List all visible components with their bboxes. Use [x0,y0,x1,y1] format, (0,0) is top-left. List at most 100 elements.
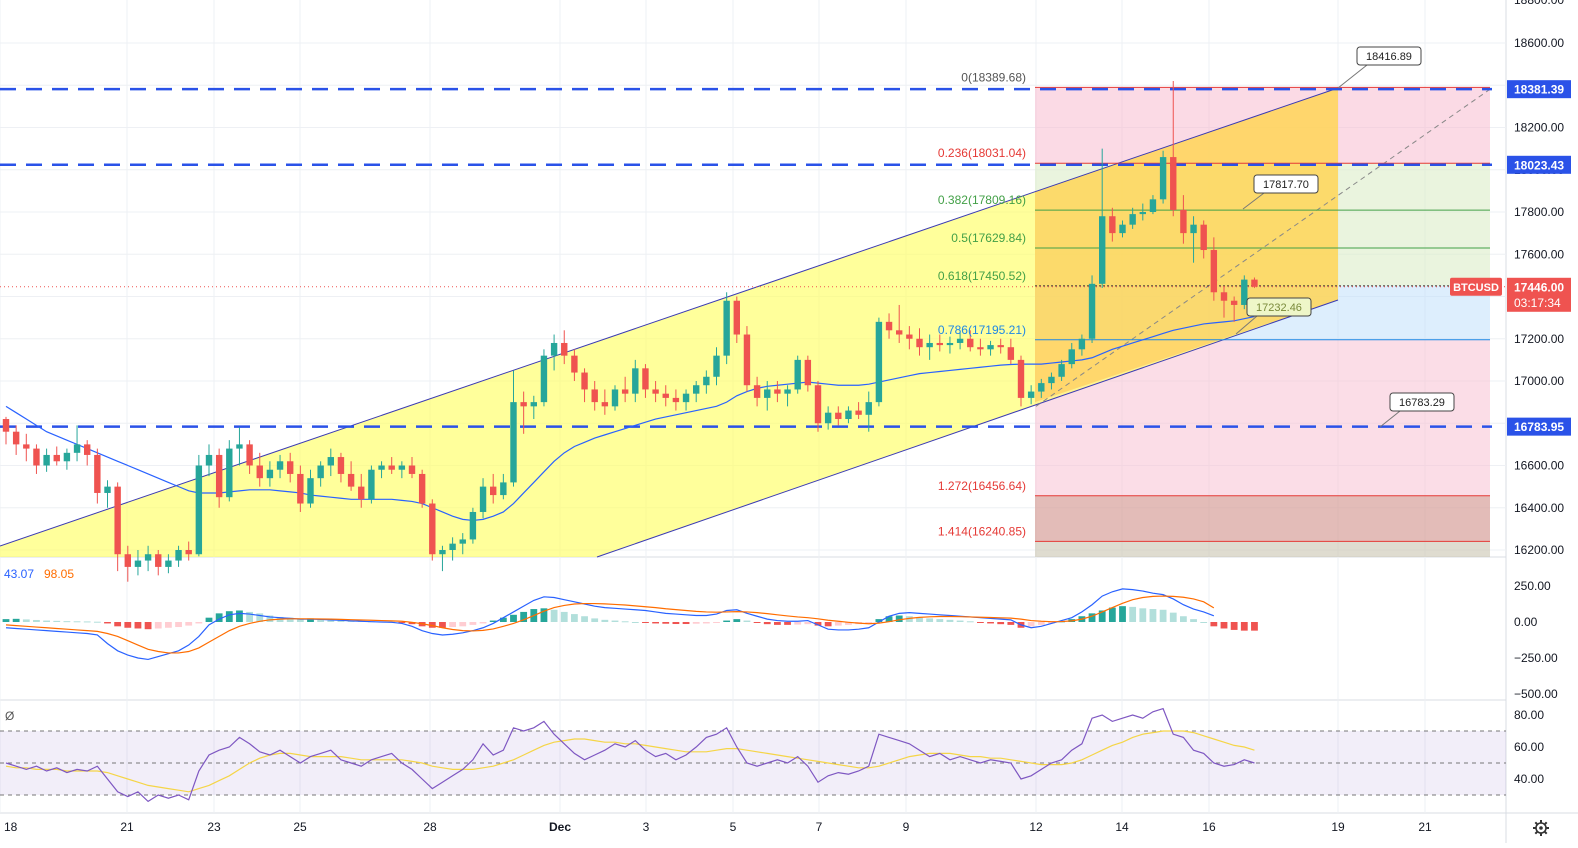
candle-body [94,454,101,493]
level-tag-bg [1507,155,1571,174]
macd-histogram-bar [987,622,994,624]
macd-histogram-bar [763,622,771,625]
macd-histogram-bar [1159,609,1167,622]
candle-body [500,482,507,496]
candle [632,359,639,403]
candle [1048,372,1055,390]
macd-histogram-bar [1007,622,1015,625]
last-price-label: 17446.00 [1514,280,1564,294]
candle [642,364,649,398]
macd-histogram-bar [1240,622,1248,631]
macd-histogram-bar [1108,607,1116,622]
macd-histogram-bar [12,618,20,622]
macd-histogram-bar [479,622,487,624]
macd-histogram-bar [753,622,761,623]
fib-level-label: 0.236(18031.04) [938,146,1026,160]
time-axis-tick: 28 [423,820,437,834]
macd-histogram-bar [601,619,609,622]
price-callout: 17232.46 [1235,297,1312,335]
fib-zone-1272-1414 [1035,495,1490,542]
macd-histogram-bar [185,622,193,626]
candle [469,507,477,544]
macd-histogram-bar [672,622,680,625]
time-axis[interactable]: 18 21 23 25 28 Dec 3 5 7 9 12 14 16 19 21 [4,820,1432,834]
candle-body [824,412,832,424]
macd-histogram-bar [469,622,477,625]
candle-body [997,345,1004,348]
candle-body [855,410,862,415]
macd-histogram-bar [1180,616,1187,622]
macd-axis-tick: 250.00 [1514,579,1551,593]
candle [429,499,436,561]
callout-box [1389,392,1455,412]
candle [1190,216,1197,263]
macd-header-value: 43.07 [4,567,34,581]
macd-histogram-bar [459,622,467,627]
macd-histogram-bar [642,622,649,623]
gear-icon[interactable] [1533,820,1549,836]
candle [784,385,791,407]
candle-body [1230,300,1238,305]
macd-histogram-bar [175,622,182,628]
candle-body [439,550,446,555]
candle [479,478,487,519]
candle-body [256,465,263,479]
candle-body [165,560,172,567]
fibonacci-labels: 0(18389.68) 0.236(18031.04) 0.382(17809.16… [938,70,1026,538]
macd-histogram-bar [845,622,852,625]
macd-histogram-bar [63,621,71,623]
candle-body [977,347,984,350]
macd-histogram-bar [510,614,517,622]
macd-histogram-bar [1139,608,1147,622]
callout-connector [1242,192,1265,210]
candle-body [347,473,355,487]
price-axis[interactable]: 18600.0018400.0018200.0018000.0017800.00… [1450,0,1571,557]
price-callouts[interactable]: 18416.89 17817.70 17232.46 16783.29 [1235,46,1455,428]
candle-body [1027,391,1035,398]
time-axis-tick: 25 [293,820,307,834]
candle-body [814,385,822,424]
macd-histogram-bar [1200,622,1208,623]
callout-label: 16783.29 [1399,397,1445,409]
price-axis-tick: 16200.00 [1514,543,1564,557]
last-price-tag-bg [1507,277,1571,312]
candle [906,326,913,350]
callout-label: 17817.70 [1263,179,1309,191]
candle [621,376,629,403]
price-axis-tick: 16600.00 [1514,459,1564,473]
candle-body [530,402,537,407]
candle [753,376,761,407]
ascending-channel[interactable] [0,87,1491,558]
candle [520,391,527,434]
candle-body [297,473,304,504]
macd-histogram-bar [1048,622,1055,624]
candle-body [327,457,334,466]
candle [1078,334,1086,356]
candle-body [1200,224,1207,251]
candle [439,545,446,572]
macd-histogram-bar [317,619,325,622]
channel-mid-dashed [1035,88,1491,407]
candle-body [63,452,71,462]
candle-body [378,465,385,470]
moving-average [5,315,1255,522]
candle-body [205,454,213,466]
macd-histogram-bar [1210,622,1218,627]
callout-box [1356,46,1422,66]
candle-body [1210,250,1218,293]
candle-body [967,338,974,348]
candle-body [571,355,578,373]
candle-body [642,368,649,390]
price-callout: 18416.89 [1337,46,1422,89]
candle-body [12,431,20,445]
candle [916,328,923,356]
candle [388,457,395,474]
fib-level-label: 0.618(17450.52) [938,269,1026,283]
candle [835,406,842,426]
horizontal-levels[interactable] [0,87,1506,428]
callout-label: 18416.89 [1366,51,1412,63]
macd-histogram-bar [916,617,923,622]
candle [946,336,954,354]
